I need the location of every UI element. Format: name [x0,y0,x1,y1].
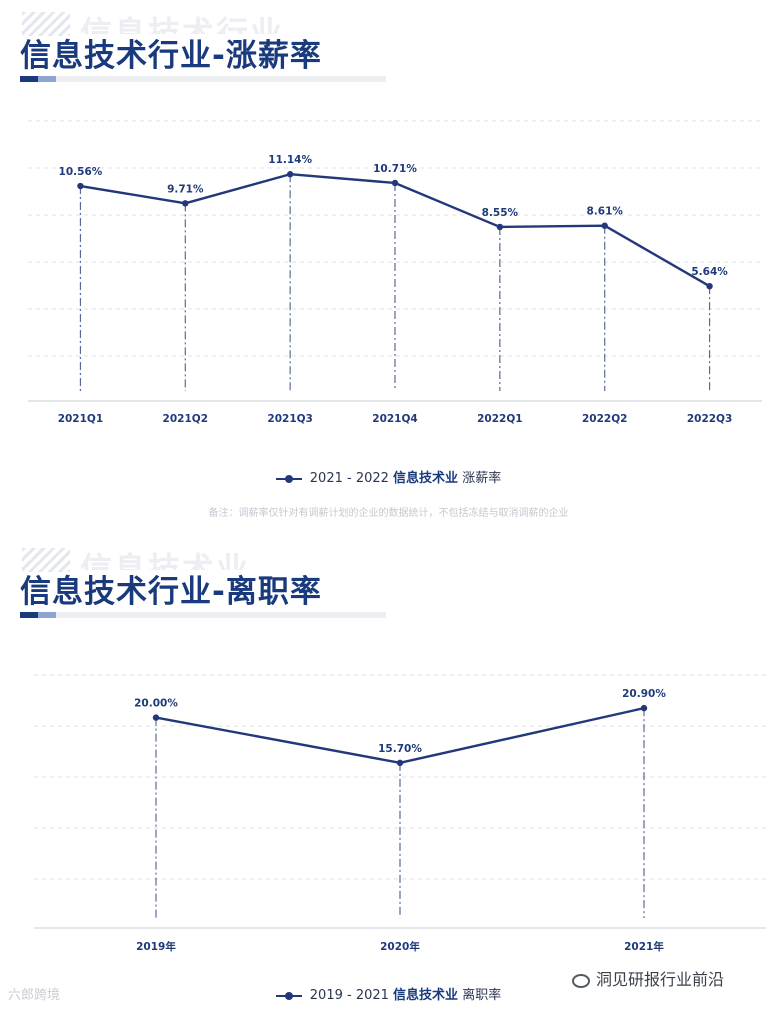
data-point [396,759,404,767]
x-tick-label: 2021Q1 [58,413,103,425]
data-label: 8.61% [586,206,623,218]
data-point [706,282,713,290]
data-label: 10.56% [59,166,103,178]
footnote: 备注：调薪率仅针对有调薪计划的企业的数据统计，不包括冻结与取消调薪的企业 [208,508,569,519]
data-point [286,171,294,178]
ghost-heading: 信息技术行业 [80,14,285,34]
legend-industry: 信息技术业 [393,988,459,1003]
legend-metric: 涨薪率 [462,471,502,486]
data-label: 5.64% [691,266,728,278]
title-underline [20,612,386,618]
legend-years: 2021 - 2022 [309,471,389,486]
data-label: 9.71% [167,183,204,195]
legend-line-marker-icon [275,474,302,484]
page-title: 信息技术行业-离职率 [20,574,322,610]
legend-years: 2019 - 2021 [309,988,389,1003]
decorative-stripes [22,548,70,572]
salary-increase-line-chart: 10.56% 9.71% 11.14% 10.71% 8.55% 8.61% 5.64% 2… [28,120,762,425]
data-point [152,714,160,721]
watermark-left: 六郎跨境 [8,988,61,1003]
x-tick-label: 2022Q3 [687,413,732,425]
x-tick-label: 2021Q2 [163,413,208,425]
data-label: 8.55% [482,207,519,219]
data-point [77,182,84,190]
data-label: 20.90% [622,688,666,700]
data-label: 20.00% [134,698,178,710]
watermark-right-text: 洞见研报行业前沿 [596,970,725,989]
page-title: 信息技术行业-涨薪率 [20,38,322,74]
data-point [640,704,648,712]
watermark-right: 洞见研报行业前沿 [572,966,724,990]
decorative-stripes [22,12,70,36]
x-tick-label: 2019年 [136,940,176,953]
title-underline [20,76,386,82]
ghost-heading: 信息技术业 [80,550,251,570]
x-tick-label: 2021Q4 [372,413,417,425]
data-point [391,179,399,187]
data-point [601,222,608,229]
x-tick-label: 2021年 [624,940,664,953]
chart-legend-turnover: 2019 - 2021 信息技术业 离职率 [0,984,777,1003]
data-point [182,200,189,207]
data-point [496,223,504,231]
data-label: 10.71% [373,163,417,175]
chart-legend-salary: 2021 - 2022 信息技术业 涨薪率 [0,467,777,486]
data-label: 11.14% [268,154,312,166]
x-tick-label: 2021Q3 [267,413,312,425]
x-tick-label: 2022Q1 [477,413,522,425]
x-tick-label: 2020年 [380,940,420,953]
legend-metric: 离职率 [462,988,502,1003]
data-label: 15.70% [378,743,422,755]
turnover-rate-line-chart: 20.00% 15.70% 20.90% 2019年 2020年 2021年 [34,674,766,953]
legend-line-marker-icon [275,991,302,1001]
legend-industry: 信息技术业 [393,471,459,486]
x-tick-label: 2022Q2 [582,413,627,425]
wechat-icon [572,973,590,988]
